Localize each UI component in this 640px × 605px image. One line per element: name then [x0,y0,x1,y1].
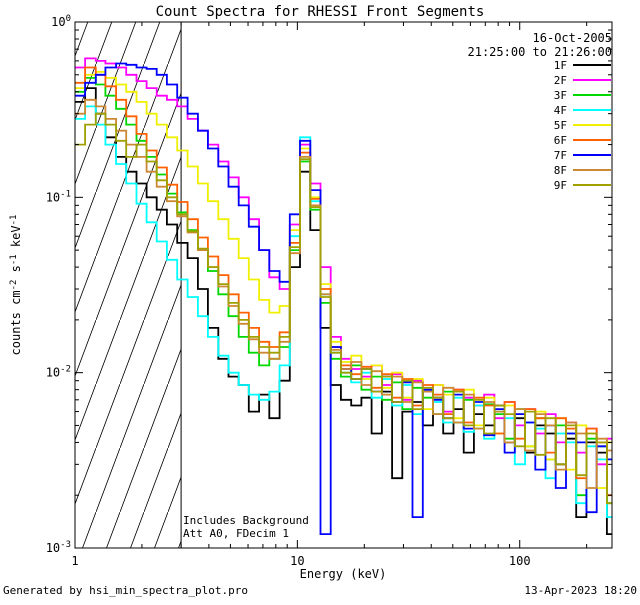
legend-label: 4F [554,104,567,117]
legend-label: 1F [554,59,567,72]
x-tick-label: 100 [509,554,531,568]
annotation-includes-background: Includes Background [183,514,309,527]
legend-entry-4F: 4F [554,104,611,117]
plot-border [74,21,613,549]
spectra-series-group [75,57,612,535]
text-overlay-layer: Count Spectra for RHESSI Front Segments … [3,4,637,597]
footer-datetime: 13-Apr-2023 18:20 [524,584,637,597]
legend-label: 2F [554,74,567,87]
legend-entry-7F: 7F [554,149,611,162]
chart-title: Count Spectra for RHESSI Front Segments [156,4,485,20]
legend-label: 9F [554,179,567,192]
tick-labels-group: 1 10 100 100 10-1 10-2 10-3 [46,14,531,568]
series-line-9F [75,112,612,505]
legend-entry-9F: 9F [554,179,611,192]
excluded-region-hatch [75,22,182,548]
legend-label: 5F [554,119,567,132]
footer-generated-by: Generated by hsi_min_spectra_plot.pro [3,584,248,597]
legend-entry-8F: 8F [554,164,611,177]
legend-label: 8F [554,164,567,177]
axes-group [74,21,613,549]
legend-time-range: 21:25:00 to 21:26:00 [468,45,613,59]
legend-label: 7F [554,149,567,162]
legend-group: 1F 2F 3F 4F 5F 6F 7F 8F 9F [554,59,611,192]
legend-entry-6F: 6F [554,134,611,147]
x-axis-label: Energy (keV) [300,567,387,581]
generated-plot-layer: 1 10 100 100 10-1 10-2 10-3 counts cm-2 s-1 keV… [9,14,613,568]
legend-label: 3F [554,89,567,102]
y-tick-label: 10-2 [46,365,71,380]
legend-date: 16-Oct-2005 [533,31,612,45]
legend-entry-1F: 1F [554,59,611,72]
legend-label: 6F [554,134,567,147]
legend-entry-3F: 3F [554,89,611,102]
y-tick-label: 10-3 [46,540,71,555]
legend-entry-5F: 5F [554,119,611,132]
y-tick-label: 100 [51,14,71,29]
y-tick-label: 10-1 [46,189,71,204]
x-tick-label: 10 [290,554,304,568]
annotation-attenuator-state: Att A0, FDecim 1 [183,527,289,540]
x-tick-label: 1 [71,554,78,568]
y-axis-label: counts cm-2 s-1 keV-1 [9,215,23,356]
legend-entry-2F: 2F [554,74,611,87]
